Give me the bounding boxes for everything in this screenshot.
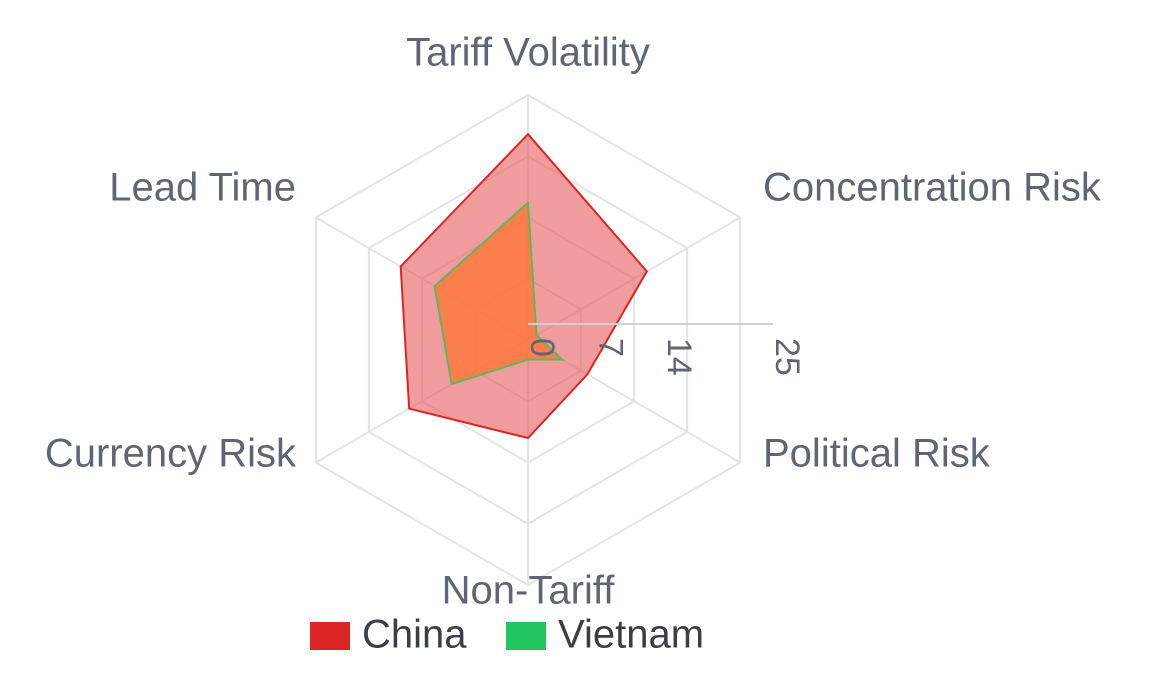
legend: China Vietnam <box>310 613 704 657</box>
tick-label-25: 25 <box>768 338 806 376</box>
legend-swatch-vietnam[interactable] <box>506 622 546 650</box>
tick-label-0: 0 <box>523 338 561 357</box>
radar-series <box>399 132 649 440</box>
legend-label-vietnam[interactable]: Vietnam <box>558 613 704 657</box>
axis-label-concentration-risk: Concentration Risk <box>763 166 1102 210</box>
radial-tick-labels: 0 7 14 25 <box>523 323 806 376</box>
axis-label-currency-risk: Currency Risk <box>45 432 297 476</box>
legend-label-china[interactable]: China <box>362 613 467 657</box>
legend-swatch-china[interactable] <box>310 622 350 650</box>
axis-label-tariff-volatility: Tariff Volatility <box>406 31 650 75</box>
tick-label-7: 7 <box>592 338 630 357</box>
tick-label-14: 14 <box>660 338 698 376</box>
axis-labels: Tariff Volatility Concentration Risk Polit… <box>45 31 1102 613</box>
axis-label-political-risk: Political Risk <box>763 432 991 476</box>
series-vietnam-area[interactable] <box>433 200 565 386</box>
axis-label-lead-time: Lead Time <box>109 166 296 210</box>
axis-label-non-tariff: Non-Tariff <box>442 569 616 613</box>
